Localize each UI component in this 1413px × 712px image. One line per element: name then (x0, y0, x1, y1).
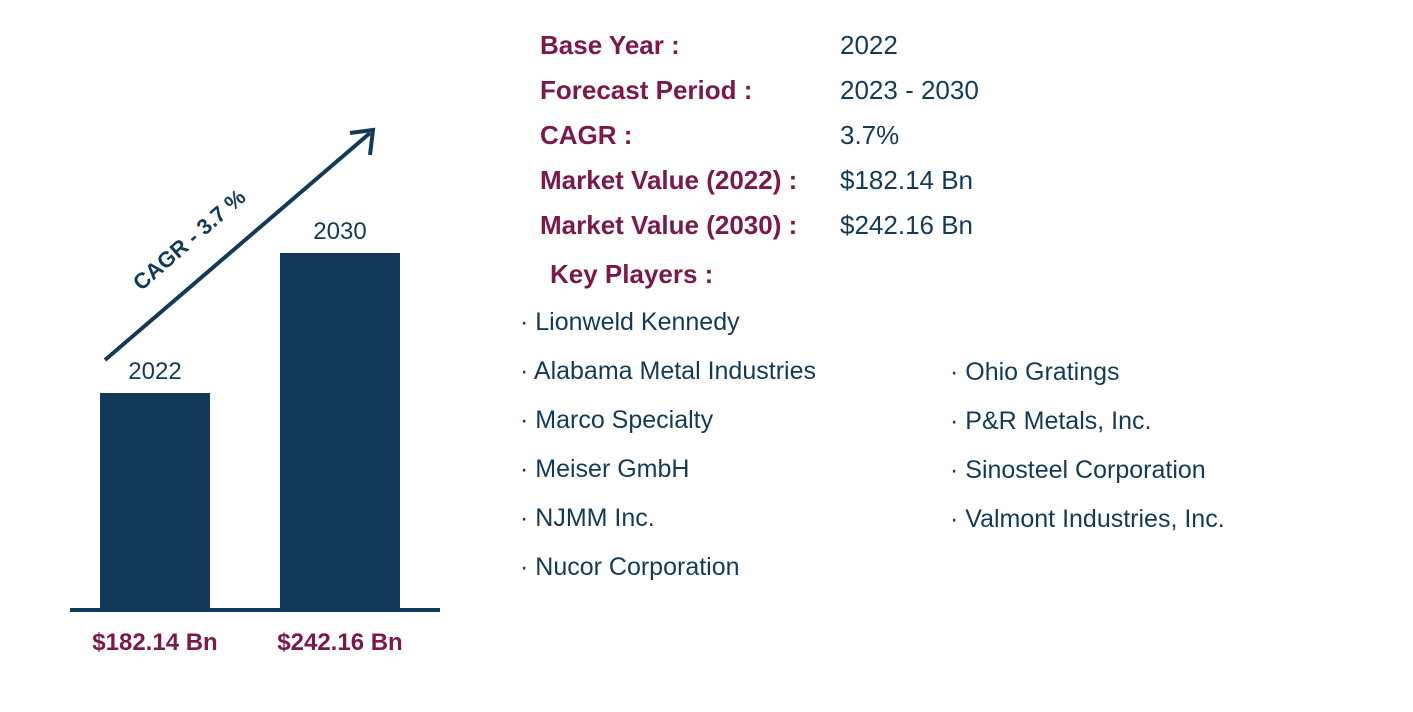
player-item: · Ohio Gratings (950, 358, 1380, 387)
key-players-col-2: · Ohio Gratings · P&R Metals, Inc. · Sin… (950, 358, 1380, 602)
key-players-col-1: · Lionweld Kennedy · Alabama Metal Indus… (520, 308, 950, 602)
info-value: $182.14 Bn (840, 165, 973, 196)
info-value: 2022 (840, 30, 898, 61)
info-row-base-year: Base Year : 2022 (470, 30, 1413, 61)
info-value: $242.16 Bn (840, 210, 973, 241)
chart-x-axis (70, 608, 440, 612)
info-row-forecast-period: Forecast Period : 2023 - 2030 (470, 75, 1413, 106)
player-item: · Nucor Corporation (520, 553, 950, 582)
player-item: · P&R Metals, Inc. (950, 407, 1380, 436)
info-panel: Base Year : 2022 Forecast Period : 2023 … (470, 0, 1413, 712)
player-item: · Alabama Metal Industries (520, 357, 950, 386)
key-players-list: · Lionweld Kennedy · Alabama Metal Indus… (470, 308, 1413, 602)
info-label: Market Value (2030) : (470, 210, 840, 241)
info-label: Forecast Period : (470, 75, 840, 106)
player-item: · Meiser GmbH (520, 455, 950, 484)
player-item: · NJMM Inc. (520, 504, 950, 533)
bar-2030-bottom-label: $242.16 Bn (250, 629, 430, 657)
info-value: 2023 - 2030 (840, 75, 979, 106)
player-item: · Marco Specialty (520, 406, 950, 435)
player-item: · Sinosteel Corporation (950, 456, 1380, 485)
bar-2022-bottom-label: $182.14 Bn (65, 629, 245, 657)
info-value: 3.7% (840, 120, 899, 151)
infographic-container: 2022 $182.14 Bn 2030 $242.16 Bn CAGR - 3… (0, 0, 1413, 712)
bar-2022 (100, 393, 210, 608)
info-label: CAGR : (470, 120, 840, 151)
info-row-cagr: CAGR : 3.7% (470, 120, 1413, 151)
key-players-label: Key Players : (470, 259, 1413, 290)
player-item: · Valmont Industries, Inc. (950, 505, 1380, 534)
info-label: Base Year : (470, 30, 840, 61)
info-row-mv-2030: Market Value (2030) : $242.16 Bn (470, 210, 1413, 241)
player-item: · Lionweld Kennedy (520, 308, 950, 337)
cagr-arrow-icon (95, 115, 395, 375)
info-label: Market Value (2022) : (470, 165, 840, 196)
bar-chart: 2022 $182.14 Bn 2030 $242.16 Bn CAGR - 3… (0, 0, 470, 712)
info-row-mv-2022: Market Value (2022) : $182.14 Bn (470, 165, 1413, 196)
